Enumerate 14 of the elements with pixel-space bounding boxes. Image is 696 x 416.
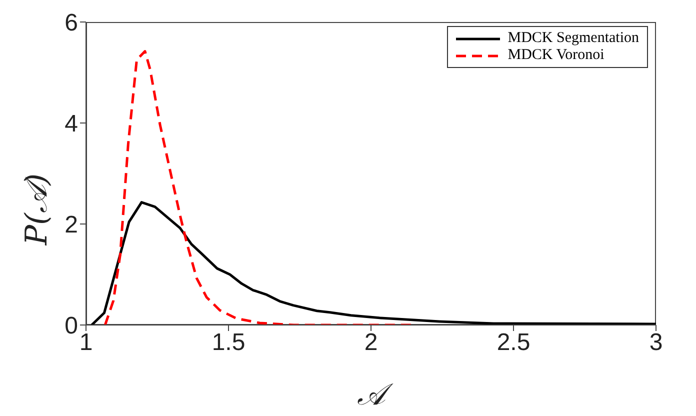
y-tick-label: 2 — [64, 212, 78, 239]
x-tick-label: 2.5 — [496, 329, 530, 356]
x-tick-label: 2 — [364, 329, 378, 356]
x-axis-title: 𝒜 — [357, 377, 394, 412]
line-series — [90, 201, 656, 325]
legend-label: MDCK Segmentation — [508, 30, 639, 47]
y-tick-label: 4 — [64, 110, 78, 138]
x-tick-label: 1.5 — [212, 329, 246, 356]
x-tick-label: 3 — [649, 329, 663, 356]
y-tick-label: 0 — [64, 312, 78, 340]
x-tick-label: 1 — [79, 329, 93, 356]
y-tick-label: 6 — [64, 10, 78, 37]
y-axis-title: P(𝒜) — [20, 174, 55, 246]
legend-label: MDCK Voronoi — [508, 47, 604, 64]
